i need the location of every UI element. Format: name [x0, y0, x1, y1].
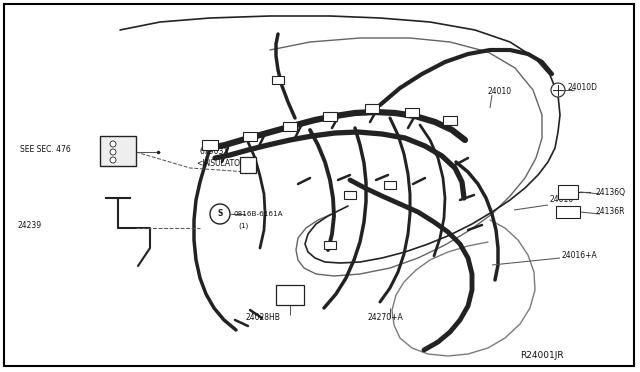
Bar [202, 140, 218, 150]
Text: 24028HB: 24028HB [246, 314, 281, 323]
Circle shape [210, 204, 230, 224]
Bar [283, 122, 297, 131]
Bar [556, 206, 580, 218]
Bar [272, 76, 284, 84]
Text: 67903X: 67903X [200, 148, 230, 157]
Circle shape [110, 141, 116, 147]
Circle shape [551, 83, 565, 97]
Bar [276, 285, 304, 305]
Text: SEE SEC. 476: SEE SEC. 476 [20, 145, 71, 154]
Bar [243, 132, 257, 141]
Text: R24001JR: R24001JR [520, 350, 564, 359]
Bar [384, 181, 396, 189]
Text: 0816B-6161A: 0816B-6161A [233, 211, 283, 217]
Text: 24270+A: 24270+A [368, 314, 404, 323]
Text: 24010: 24010 [488, 87, 512, 96]
Text: 24239: 24239 [18, 221, 42, 230]
Bar [558, 185, 578, 199]
Text: 24016+A: 24016+A [562, 250, 598, 260]
Bar [324, 241, 336, 249]
Text: 24016: 24016 [550, 196, 574, 205]
Bar [323, 112, 337, 121]
Text: 24010D: 24010D [568, 83, 598, 92]
Text: 24136Q: 24136Q [596, 187, 626, 196]
Bar [100, 136, 136, 166]
Circle shape [110, 149, 116, 155]
Text: <INSULATOR>: <INSULATOR> [196, 158, 252, 167]
Text: 24136R: 24136R [596, 208, 625, 217]
Text: S: S [218, 209, 223, 218]
Circle shape [110, 157, 116, 163]
Bar [365, 104, 379, 113]
Bar [443, 116, 457, 125]
Bar [405, 108, 419, 117]
Text: (1): (1) [238, 223, 248, 229]
Bar [344, 191, 356, 199]
Bar [240, 157, 256, 173]
